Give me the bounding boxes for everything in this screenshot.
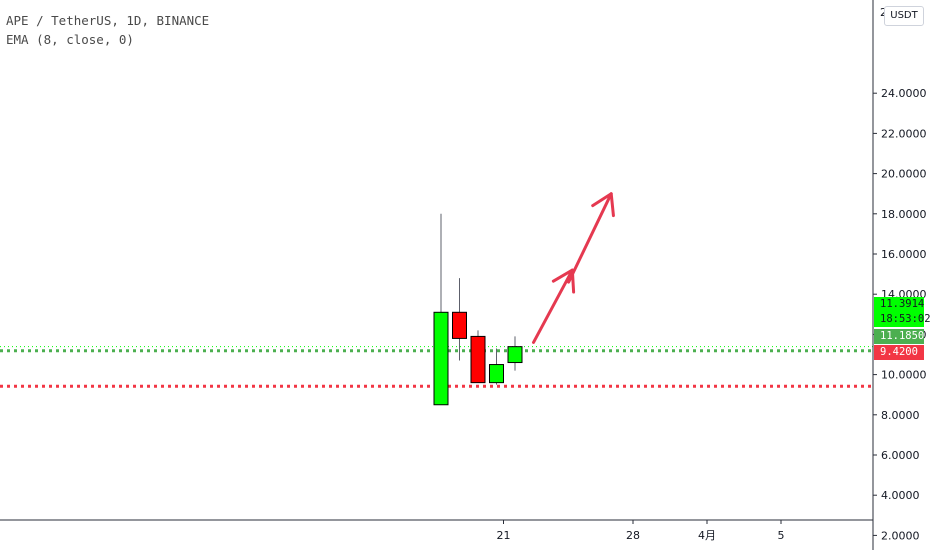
currency-button[interactable]: USDT xyxy=(884,6,924,26)
y-tick-label-partial: 2 xyxy=(880,6,887,19)
arrow-mid-head xyxy=(551,268,576,294)
arrow-tip-head xyxy=(591,192,615,218)
candle xyxy=(507,336,523,371)
candle xyxy=(489,348,504,385)
ema-value-tag: 11.1850 xyxy=(874,329,924,344)
y-tick-label: 22.0000 xyxy=(881,127,927,140)
y-tick-label: 2.0000 xyxy=(881,529,920,542)
y-tick-label: 16.0000 xyxy=(881,248,927,261)
y-tick-label: 4.0000 xyxy=(881,489,920,502)
x-tick-label: 28 xyxy=(626,529,640,542)
chart-legend: APE / TetherUS, 1D, BINANCE EMA (8, clos… xyxy=(6,11,209,49)
candle-body-up xyxy=(489,364,504,384)
last-price-tag: 11.3914 xyxy=(874,297,924,312)
candle-body-down xyxy=(470,335,486,384)
x-tick-label: 21 xyxy=(497,529,511,542)
indicator-title[interactable]: EMA (8, close, 0) xyxy=(6,32,134,47)
symbol-title[interactable]: APE / TetherUS, 1D, BINANCE xyxy=(6,13,210,28)
y-tick-label: 8.0000 xyxy=(881,409,920,422)
candle xyxy=(470,330,486,384)
y-tick-label: 6.0000 xyxy=(881,449,920,462)
x-tick-label: 4月 xyxy=(698,529,716,542)
x-tick-label: 5 xyxy=(778,529,785,542)
support-value-tag: 9.4200 xyxy=(874,345,924,360)
candle xyxy=(452,278,467,361)
y-tick-label: 24.0000 xyxy=(881,87,927,100)
y-tick-label: 20.0000 xyxy=(881,168,927,181)
candle xyxy=(433,213,449,406)
candle-body-up xyxy=(507,346,523,364)
y-tick-label: 10.0000 xyxy=(881,369,927,382)
countdown-tag: 18:53:02 xyxy=(874,312,931,327)
candle-body-up xyxy=(433,311,449,406)
y-tick-label: 18.0000 xyxy=(881,208,927,221)
candle-body-down xyxy=(452,311,467,339)
plot-area[interactable] xyxy=(0,192,873,406)
arrow-line xyxy=(532,192,613,344)
